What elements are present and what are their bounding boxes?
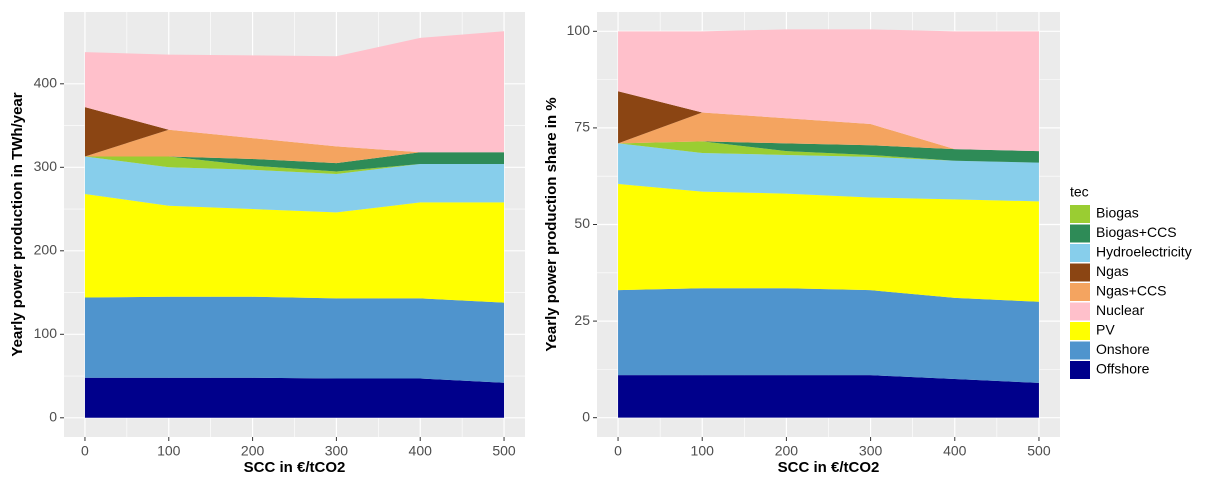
x-tick-label: 400 [409, 443, 433, 459]
legend-title: tec [1070, 184, 1089, 200]
y-axis-title: Yearly power production share in % [543, 97, 560, 351]
area [84, 156, 505, 174]
area [84, 152, 505, 172]
y-tick-label: 400 [34, 75, 58, 91]
y-tick-label: 75 [574, 119, 590, 135]
x-tick-label: 200 [775, 443, 799, 459]
legend-key [1070, 205, 1090, 223]
x-tick-label: 300 [325, 443, 349, 459]
legend-key [1070, 361, 1090, 379]
legend-label: Ngas+CCS [1096, 283, 1166, 299]
area [618, 141, 1039, 163]
legend-key [1070, 244, 1090, 262]
legend-key [1070, 302, 1090, 321]
legend-key [1070, 263, 1090, 282]
x-axis-title: SCC in €/tCO2 [778, 459, 880, 476]
x-tick-label: 100 [157, 443, 181, 459]
area [84, 31, 505, 153]
legend-label: Nuclear [1096, 302, 1145, 318]
x-tick-label: 400 [943, 443, 967, 459]
y-tick-label: 100 [567, 22, 591, 38]
legend-key [1070, 224, 1090, 243]
area [618, 183, 1039, 302]
legend-key [1070, 341, 1090, 360]
area [84, 296, 505, 383]
area [618, 29, 1039, 152]
area [84, 129, 505, 164]
y-tick-label: 300 [34, 158, 58, 174]
y-tick-label: 50 [574, 215, 590, 231]
y-tick-label: 0 [49, 408, 57, 424]
x-tick-label: 300 [859, 443, 883, 459]
y-tick-label: 25 [574, 312, 590, 328]
area [618, 143, 1039, 202]
legend-key [1070, 283, 1090, 301]
area [618, 141, 1039, 163]
legend-label: Biogas [1096, 205, 1139, 221]
x-tick-label: 200 [241, 443, 265, 459]
area [618, 375, 1039, 418]
legend-label: Ngas [1096, 263, 1129, 279]
x-tick-label: 500 [492, 443, 516, 459]
x-tick-label: 0 [614, 443, 622, 459]
x-tick-label: 100 [691, 443, 715, 459]
y-axis-title: Yearly power production in TWh/year [9, 92, 26, 356]
legend-label: PV [1096, 322, 1115, 338]
legend-key [1070, 322, 1090, 340]
legend-label: Biogas+CCS [1096, 224, 1177, 240]
area [84, 377, 505, 418]
legend-label: Onshore [1096, 341, 1150, 357]
area [84, 194, 505, 303]
x-axis-title: SCC in €/tCO2 [244, 459, 346, 476]
legend-label: Hydroelectricity [1096, 244, 1192, 260]
area [84, 156, 505, 213]
y-tick-label: 200 [34, 242, 58, 258]
x-tick-label: 500 [1027, 443, 1051, 459]
legend-label: Offshore [1096, 361, 1150, 377]
y-tick-label: 0 [582, 408, 590, 424]
area [618, 288, 1039, 383]
x-tick-label: 0 [81, 443, 89, 459]
area [618, 112, 1039, 152]
y-tick-label: 100 [34, 325, 58, 341]
